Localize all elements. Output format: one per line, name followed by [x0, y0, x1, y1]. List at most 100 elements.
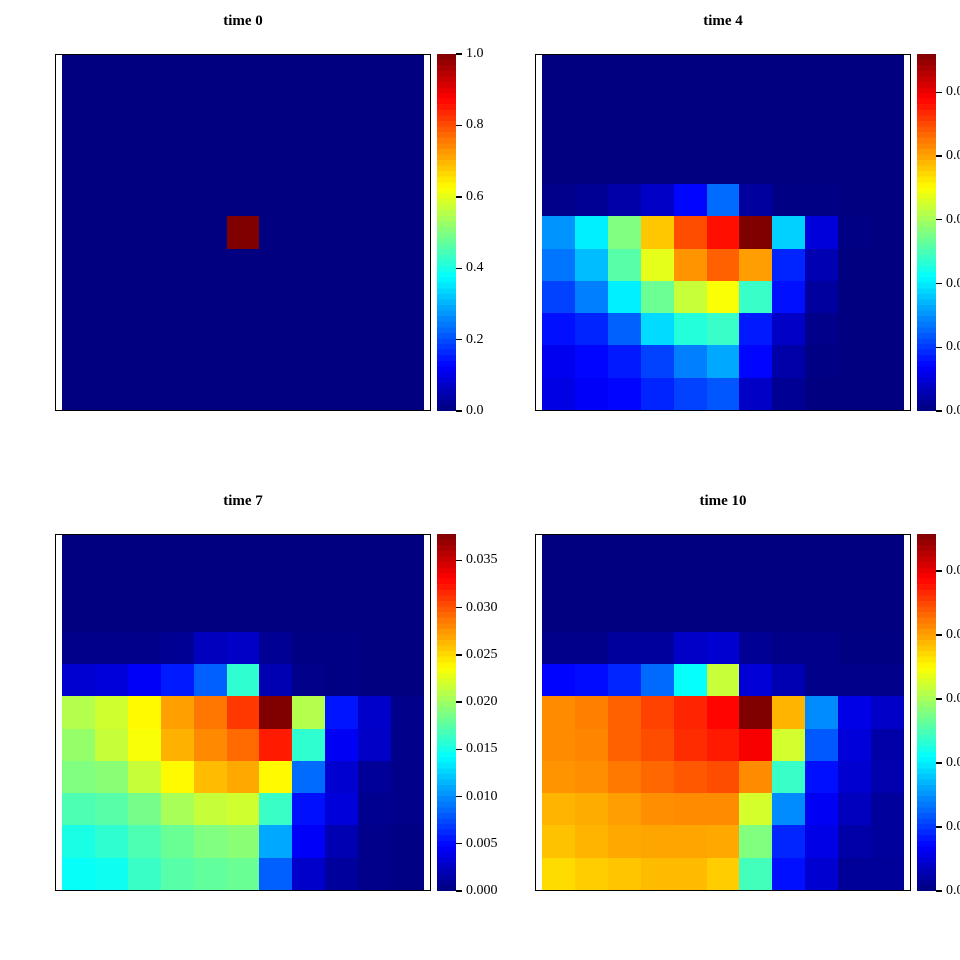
- heatmap-cell: [542, 55, 575, 87]
- heatmap-cell: [325, 567, 358, 600]
- heatmap-cell: [772, 535, 805, 567]
- heatmap-cell: [292, 313, 325, 345]
- heatmap-cell: [772, 793, 805, 825]
- heatmap-cell: [707, 152, 739, 184]
- heatmap-cell: [391, 696, 424, 729]
- panel-time-10: time 10 0.000 0.005 0.010 0.015 0.020 0.025: [480, 480, 960, 960]
- heatmap-cell: [608, 313, 641, 345]
- heatmap-cell: [95, 184, 128, 216]
- heatmap-cell: [128, 664, 161, 696]
- heatmap-cell: [707, 696, 739, 729]
- heatmap-cell: [325, 664, 358, 696]
- colorbar: 0.0 0.2 0.4 0.6 0.8 1.0: [437, 47, 484, 418]
- heatmap-cell: [358, 535, 391, 567]
- colorbar-tick: [936, 570, 942, 572]
- heatmap-cell: [674, 378, 707, 410]
- heatmap-cell: [575, 793, 608, 825]
- colorbar-tick: [936, 155, 942, 157]
- heatmap-cell: [805, 761, 838, 793]
- heatmap-cell: [62, 567, 95, 600]
- heatmap-cell: [575, 152, 608, 184]
- heatmap-cell: [161, 216, 194, 249]
- heatmap-cell: [542, 567, 575, 600]
- heatmap-cell: [838, 87, 871, 120]
- heatmap-cell: [128, 729, 161, 761]
- heatmap-cell: [227, 152, 259, 184]
- colorbar-tick: [456, 53, 462, 55]
- heatmap-cell: [805, 184, 838, 216]
- heatmap-cell: [805, 120, 838, 152]
- heatmap-cell: [391, 761, 424, 793]
- heatmap-cell: [194, 600, 227, 632]
- heatmap-cell: [871, 281, 904, 313]
- heatmap-cell: [739, 729, 772, 761]
- heatmap-cell: [227, 696, 259, 729]
- heatmap-cell: [95, 858, 128, 890]
- heatmap-cell: [325, 600, 358, 632]
- heatmap-cell: [194, 249, 227, 281]
- heatmap-cell: [325, 535, 358, 567]
- heatmap-cell: [575, 345, 608, 378]
- heatmap-cell: [325, 55, 358, 87]
- heatmap-cell: [259, 55, 292, 87]
- heatmap-cell: [62, 249, 95, 281]
- heatmap-cell: [871, 664, 904, 696]
- heatmap-cell: [95, 632, 128, 664]
- colorbar-tick-label: 0.015: [466, 741, 498, 757]
- heatmap-cell: [391, 216, 424, 249]
- heatmap-cell: [674, 281, 707, 313]
- heatmap-cell: [292, 600, 325, 632]
- heatmap-cell: [608, 120, 641, 152]
- colorbar-tick: [936, 698, 942, 700]
- heatmap-cell: [674, 184, 707, 216]
- heatmap-cell: [128, 216, 161, 249]
- heatmap-cell: [739, 152, 772, 184]
- heatmap-cell: [838, 632, 871, 664]
- heatmap-cell: [325, 249, 358, 281]
- colorbar-tick-label: 0.03: [946, 211, 960, 227]
- heatmap-cell: [805, 216, 838, 249]
- heatmap-cell: [707, 600, 739, 632]
- heatmap-cell: [772, 600, 805, 632]
- heatmap-cell: [575, 281, 608, 313]
- heatmap-cell: [772, 567, 805, 600]
- heatmap-cell: [575, 664, 608, 696]
- heatmap-cell: [575, 55, 608, 87]
- colorbar-tick: [936, 826, 942, 828]
- heatmap-cell: [674, 55, 707, 87]
- colorbar-tick-label: 0.015: [946, 691, 960, 707]
- heatmap-cell: [95, 729, 128, 761]
- heatmap-cell: [772, 281, 805, 313]
- colorbar-tick: [456, 890, 462, 892]
- colorbar-tick-label: 0.01: [946, 339, 960, 355]
- heatmap-cell: [95, 55, 128, 87]
- heatmap-cell: [161, 378, 194, 410]
- heatmap-cell: [575, 567, 608, 600]
- heatmap-cell: [608, 378, 641, 410]
- heatmap-cell: [128, 87, 161, 120]
- heatmap-cell: [194, 858, 227, 890]
- heatmap-cell: [391, 729, 424, 761]
- heatmap-cell: [95, 345, 128, 378]
- heatmap-cell: [358, 761, 391, 793]
- heatmap-grid: [542, 55, 904, 410]
- heatmap-cell: [161, 664, 194, 696]
- heatmap-cell: [707, 120, 739, 152]
- heatmap-cell: [62, 281, 95, 313]
- heatmap-cell: [161, 184, 194, 216]
- heatmap-cell: [772, 313, 805, 345]
- heatmap-cell: [292, 152, 325, 184]
- heatmap-cell: [194, 632, 227, 664]
- heatmap-cell: [259, 696, 292, 729]
- heatmap-cell: [292, 729, 325, 761]
- heatmap-cell: [772, 378, 805, 410]
- heatmap-cell: [707, 216, 739, 249]
- heatmap-cell: [62, 761, 95, 793]
- colorbar-tick: [456, 124, 462, 127]
- heatmap-cell: [62, 378, 95, 410]
- heatmap-cell: [161, 600, 194, 632]
- heatmap-cell: [608, 632, 641, 664]
- heatmap-cell: [707, 632, 739, 664]
- heatmap-cell: [194, 152, 227, 184]
- heatmap-cell: [871, 600, 904, 632]
